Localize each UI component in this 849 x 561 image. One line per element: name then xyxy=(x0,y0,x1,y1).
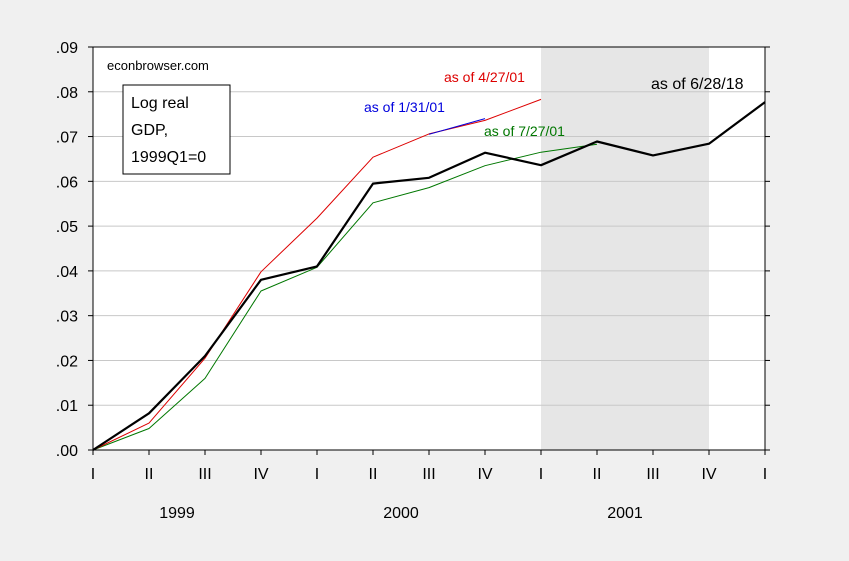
y-tick-label: .09 xyxy=(56,40,78,57)
recession-shading xyxy=(541,47,709,450)
year-label: 2000 xyxy=(383,505,419,522)
x-tick-label: II xyxy=(369,466,378,483)
x-tick-label: III xyxy=(646,466,659,483)
y-tick-label: .07 xyxy=(56,130,78,147)
year-labels: 1999 2000 2001 xyxy=(159,505,643,522)
y-tick-label: .00 xyxy=(56,443,78,460)
x-tick-label: IV xyxy=(701,466,716,483)
legend-line-2: GDP, xyxy=(131,122,168,139)
x-axis-ticks: I II III IV I II III IV I II III IV I xyxy=(91,450,767,483)
y-tick-label: .08 xyxy=(56,85,78,102)
legend-box: Log real GDP, 1999Q1=0 xyxy=(122,84,231,175)
y-tick-label: .01 xyxy=(56,398,78,415)
x-tick-label: II xyxy=(145,466,154,483)
year-label: 2001 xyxy=(607,505,643,522)
series-line xyxy=(92,98,542,451)
y-tick-label: .06 xyxy=(56,174,78,191)
legend-line-1: Log real xyxy=(131,95,189,112)
x-tick-label: I xyxy=(539,466,543,483)
x-tick-label: I xyxy=(91,466,95,483)
x-tick-label: I xyxy=(315,466,319,483)
legend-line-3: 1999Q1=0 xyxy=(131,149,206,166)
source-label: econbrowser.com xyxy=(107,58,209,73)
x-tick-label: III xyxy=(422,466,435,483)
x-tick-label: IV xyxy=(253,466,268,483)
y-tick-label: .02 xyxy=(56,353,78,370)
y-tick-label: .05 xyxy=(56,219,78,236)
y-tick-label: .04 xyxy=(56,264,78,281)
series-line xyxy=(428,118,486,135)
series-label-7-27-01: as of 7/27/01 xyxy=(484,123,565,139)
year-label: 1999 xyxy=(159,505,195,522)
series-lines xyxy=(92,98,766,451)
y-axis-ticks: .00 .01 .02 .03 .04 .05 .06 .07 .08 .09 xyxy=(56,40,770,460)
x-tick-label: II xyxy=(593,466,602,483)
x-tick-label: IV xyxy=(477,466,492,483)
series-label-4-27-01: as of 4/27/01 xyxy=(444,69,525,85)
series-label-6-28-18: as of 6/28/18 xyxy=(651,76,744,93)
x-tick-label: III xyxy=(198,466,211,483)
series-line xyxy=(92,101,766,451)
x-tick-label: I xyxy=(763,466,767,483)
series-label-1-31-01: as of 1/31/01 xyxy=(364,99,445,115)
y-tick-label: .03 xyxy=(56,309,78,326)
